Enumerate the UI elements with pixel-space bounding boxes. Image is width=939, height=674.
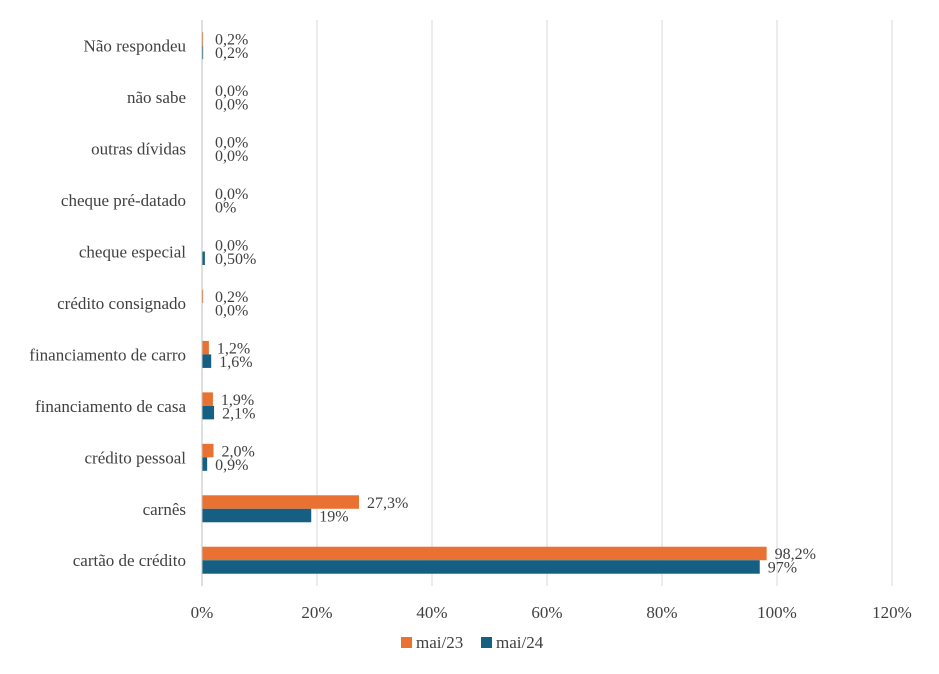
data-label: 2,1% [222, 405, 255, 422]
bar-mai-23 [202, 340, 209, 355]
x-tick-label: 60% [531, 603, 562, 622]
data-label: 0,0% [215, 238, 248, 255]
bar-mai-23 [202, 392, 213, 406]
data-label: 0% [215, 200, 236, 217]
data-label: 27,3% [367, 495, 408, 512]
bar-mai-23 [202, 443, 214, 458]
x-tick-label: 80% [646, 603, 677, 622]
category-label: Não respondeu [84, 37, 187, 56]
data-label: 1,9% [221, 392, 254, 409]
category-label: financiamento de carro [29, 345, 186, 364]
category-label: cartão de crédito [73, 551, 186, 570]
x-tick-label: 0% [191, 603, 214, 622]
x-tick-label: 120% [872, 603, 912, 622]
data-label: 1,2% [217, 340, 250, 357]
category-label: crédito pessoal [85, 448, 187, 467]
category-label: crédito consignado [57, 294, 186, 313]
data-label: 97% [768, 560, 797, 577]
category-label: financiamento de casa [35, 397, 186, 416]
bar-mai-23 [202, 495, 359, 509]
data-label: 1,6% [219, 354, 252, 371]
data-label: 98,2% [775, 546, 816, 563]
bar-mai-24 [202, 405, 215, 420]
data-label: 19% [319, 508, 348, 525]
bar-mai-24 [202, 251, 205, 266]
data-label: 0,2% [215, 45, 248, 62]
data-label: 2,0% [222, 443, 255, 460]
data-labels: 0,2%0,2%0,0%0,0%0,0%0,0%0,0%0%0,0%0,50%0… [215, 32, 816, 577]
data-label: 0,0% [215, 302, 248, 319]
data-label: 0,50% [215, 251, 256, 268]
bar-mai-24 [202, 508, 312, 523]
data-label: 0,2% [215, 32, 248, 49]
data-label: 0,0% [215, 186, 248, 203]
bar-mai-24 [202, 45, 204, 60]
legend-swatch [481, 637, 492, 648]
category-label: cheque especial [79, 243, 186, 262]
bars [202, 32, 767, 574]
data-label: 0,9% [215, 457, 248, 474]
data-label: 0,2% [215, 289, 248, 306]
legend-label: mai/24 [496, 633, 544, 652]
category-label: carnês [143, 500, 186, 519]
x-tick-label: 40% [416, 603, 447, 622]
category-label: cheque pré-datado [61, 191, 186, 210]
data-label: 0,0% [215, 83, 248, 100]
legend-label: mai/23 [416, 633, 463, 652]
bar-mai-24 [202, 354, 212, 368]
category-label: não sabe [127, 88, 186, 107]
bar-mai-23 [202, 289, 204, 303]
x-tick-label: 20% [301, 603, 332, 622]
bar-mai-23 [202, 546, 767, 561]
bar-mai-24 [202, 457, 208, 471]
bar-mai-24 [202, 560, 760, 574]
category-labels: Não respondeu não sabe outras dívidas chequ… [29, 37, 187, 570]
legend: mai/23 mai/24 [401, 633, 544, 652]
legend-swatch [401, 637, 412, 648]
data-label: 0,0% [215, 135, 248, 152]
bar-mai-23 [202, 32, 204, 46]
category-label: outras dívidas [91, 140, 186, 159]
data-label: 0,0% [215, 148, 248, 165]
gridlines [316, 20, 893, 586]
value-tick-labels: 0% 20% 40% 60% 80% 100% 120% [191, 603, 912, 622]
x-tick-label: 100% [757, 603, 797, 622]
data-label: 0,0% [215, 97, 248, 114]
